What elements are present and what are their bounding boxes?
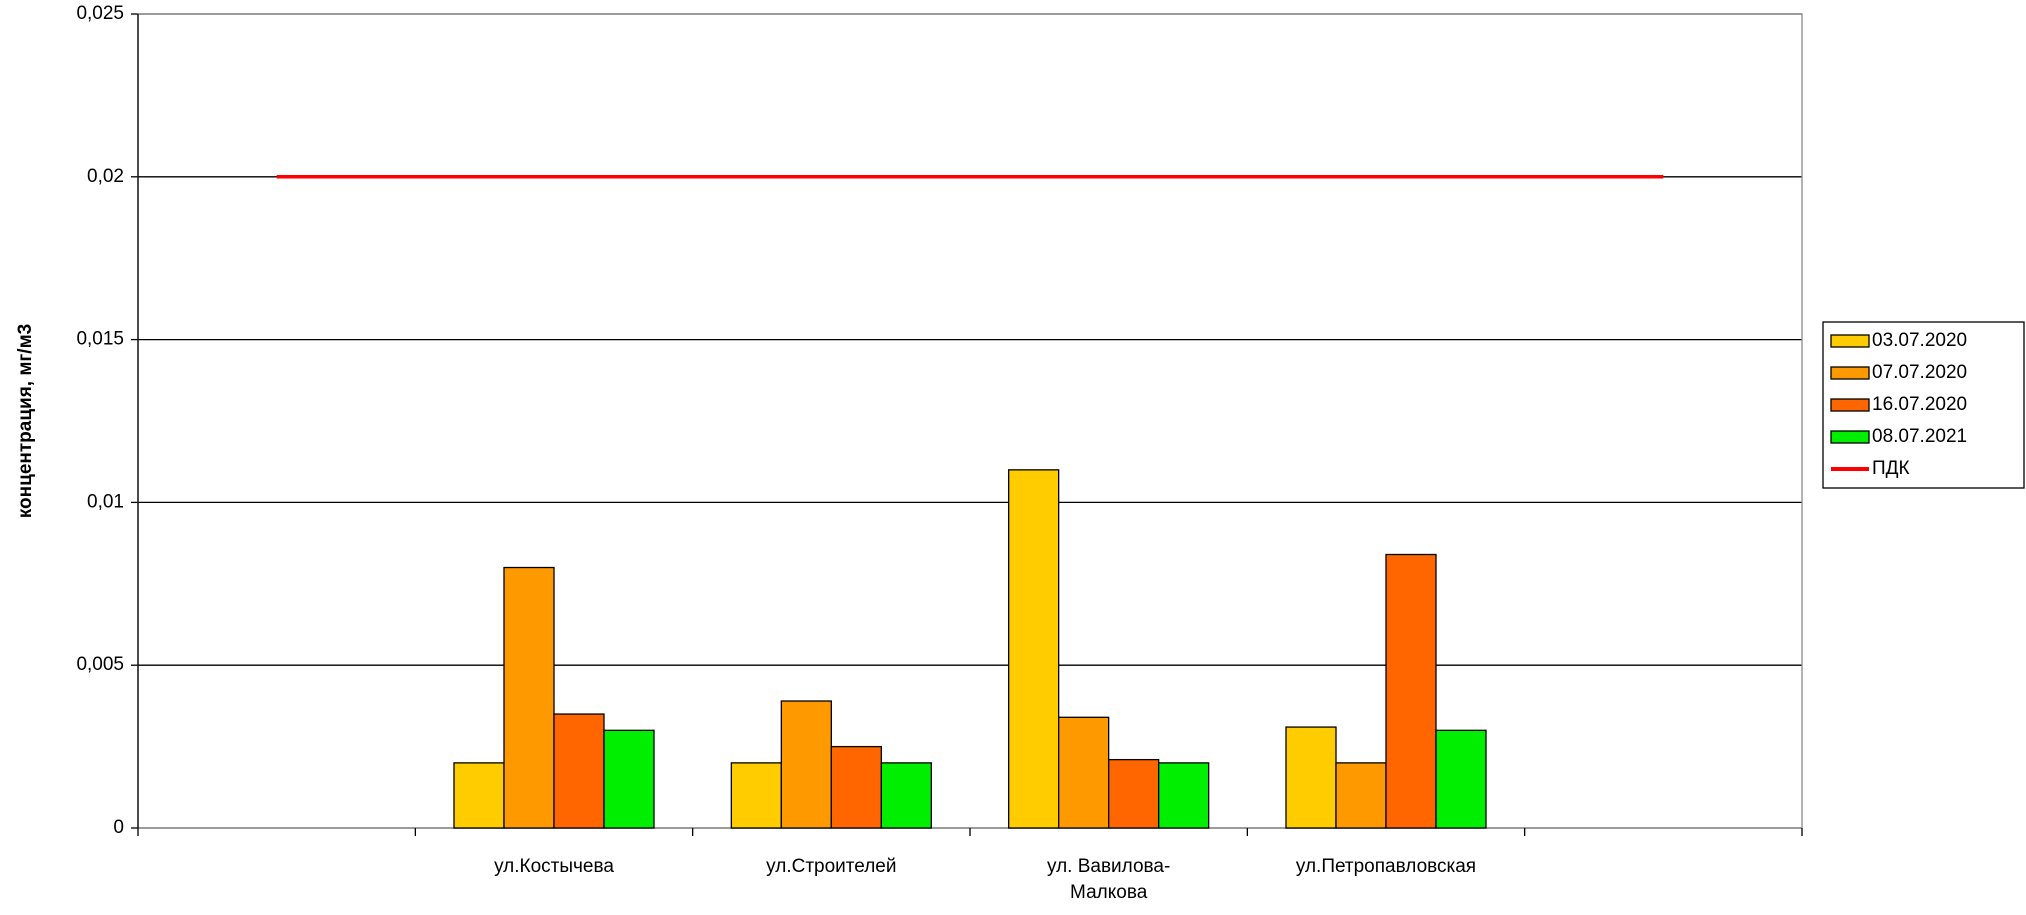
y-tick-label: 0,005 bbox=[76, 654, 124, 675]
y-tick-label: 0,02 bbox=[87, 166, 124, 187]
bar bbox=[453, 762, 505, 829]
y-tick-label: 0,025 bbox=[76, 3, 124, 24]
bar bbox=[1058, 716, 1110, 829]
legend-swatch bbox=[1830, 334, 1870, 348]
plot-border bbox=[137, 13, 1803, 829]
bar bbox=[880, 762, 932, 829]
bar bbox=[830, 745, 882, 829]
bar bbox=[1008, 469, 1060, 829]
y-tick-label: 0,01 bbox=[87, 491, 124, 512]
bar bbox=[1385, 553, 1437, 829]
bar bbox=[1435, 729, 1487, 829]
bar bbox=[1285, 726, 1337, 829]
y-axis-title: концентрация, мг/м3 bbox=[15, 324, 36, 518]
legend-label: 08.07.2021 bbox=[1872, 426, 1967, 447]
x-tick-label: ул.Строителей bbox=[766, 856, 896, 877]
y-tick-label: 0,015 bbox=[76, 329, 124, 350]
bar bbox=[503, 566, 555, 829]
bar bbox=[603, 729, 655, 829]
x-tick-label: ул. Вавилова-Малкова bbox=[1047, 856, 1170, 903]
bar bbox=[553, 713, 605, 829]
x-tick-label: ул.Петропавловская bbox=[1296, 856, 1476, 877]
bar bbox=[1108, 758, 1160, 829]
bar bbox=[1335, 762, 1387, 829]
bar bbox=[780, 700, 832, 829]
x-tick-label: ул.Костычева bbox=[494, 856, 614, 877]
bar bbox=[730, 762, 782, 829]
legend-swatch bbox=[1830, 366, 1870, 380]
legend-label: 16.07.2020 bbox=[1872, 394, 1967, 415]
legend-label: 07.07.2020 bbox=[1872, 362, 1967, 383]
legend-label: 03.07.2020 bbox=[1872, 330, 1967, 351]
legend-swatch bbox=[1830, 430, 1870, 444]
legend-swatch bbox=[1830, 398, 1870, 412]
legend-label: ПДК bbox=[1872, 458, 1910, 479]
bar bbox=[1158, 762, 1210, 829]
y-tick-label: 0 bbox=[113, 817, 124, 838]
